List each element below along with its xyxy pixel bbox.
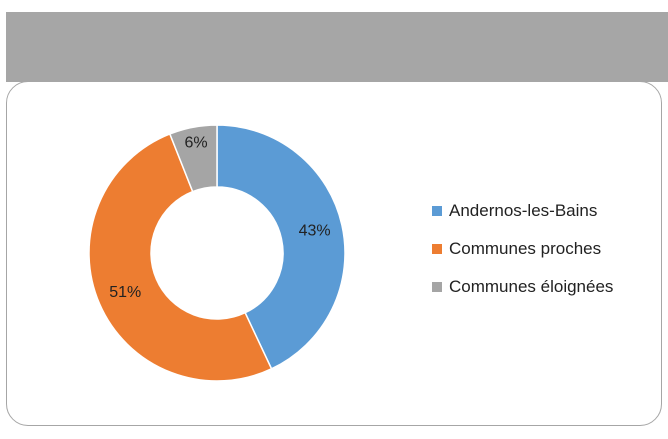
legend-item-andernos: Andernos-les-Bains — [432, 201, 662, 221]
data-label-andernos: 43% — [299, 223, 331, 240]
legend-label-communes-proches: Communes proches — [449, 239, 602, 258]
legend-swatch-communes-proches — [432, 244, 442, 254]
chart-legend: Andernos-les-Bains Communes proches Comm… — [432, 201, 662, 315]
legend-label-andernos: Andernos-les-Bains — [449, 201, 598, 220]
data-label-communes-eloignees: 6% — [184, 134, 207, 151]
legend-swatch-communes-eloignees — [432, 282, 442, 292]
legend-item-communes-proches: Communes proches — [432, 239, 662, 259]
legend-swatch-andernos — [432, 206, 442, 216]
data-label-communes-proches: 51% — [109, 284, 141, 301]
header-band — [6, 12, 668, 82]
legend-label-communes-eloignees: Communes éloignées — [449, 277, 614, 296]
slice-communes-proches — [88, 133, 273, 382]
slice-communes-eloignees — [168, 124, 218, 193]
slice-andernos — [216, 124, 346, 370]
legend-item-communes-eloignees: Communes éloignées — [432, 277, 662, 297]
